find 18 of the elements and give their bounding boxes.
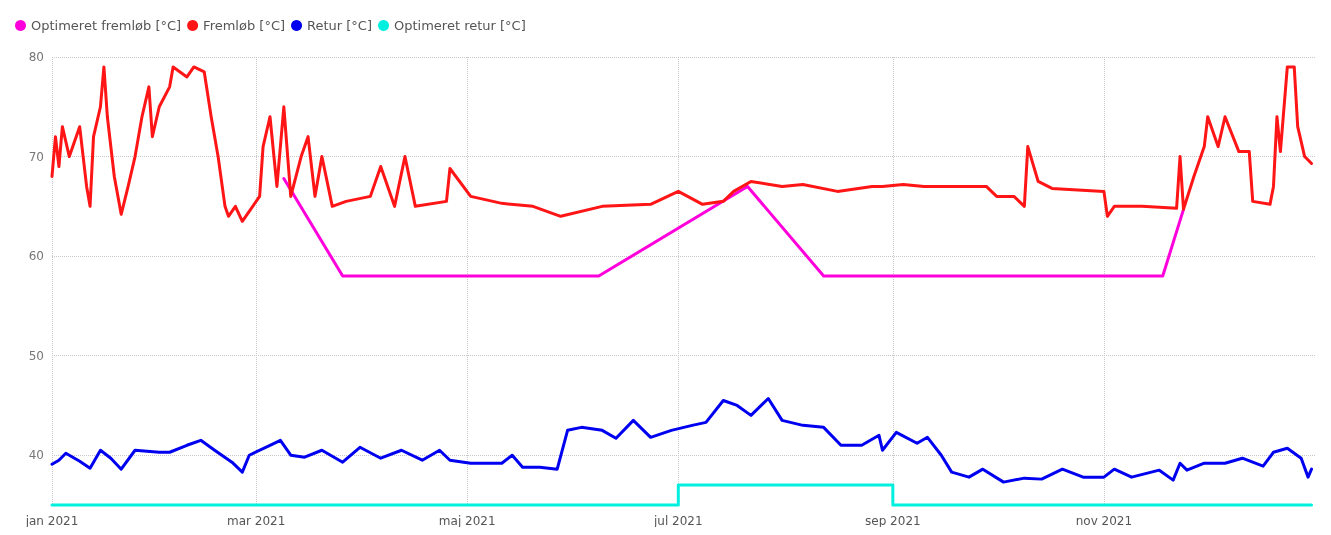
x-tick-label: jan 2021 (24, 514, 79, 528)
x-tick-label: mar 2021 (226, 514, 286, 528)
y-tick-label: 80 (28, 50, 44, 64)
line-series (282, 176, 1186, 278)
y-tick-label: 70 (28, 149, 44, 164)
y-tick-label: 50 (28, 348, 44, 363)
line-series (50, 65, 1314, 223)
line-series (50, 396, 1314, 484)
x-tick-label: maj 2021 (438, 514, 496, 528)
x-tick-label: nov 2021 (1075, 514, 1133, 528)
legend-label: Retur [°C] (307, 18, 373, 33)
legend-label: Fremløb [°C] (203, 18, 286, 33)
legend-label: Optimeret retur [°C] (394, 18, 526, 33)
y-tick-label: 60 (28, 249, 44, 264)
legend-label: Optimeret fremløb [°C] (31, 18, 182, 33)
x-tick-label: sep 2021 (865, 514, 921, 528)
y-tick-label: 40 (28, 448, 44, 463)
x-tick-label: jul 2021 (652, 514, 703, 528)
